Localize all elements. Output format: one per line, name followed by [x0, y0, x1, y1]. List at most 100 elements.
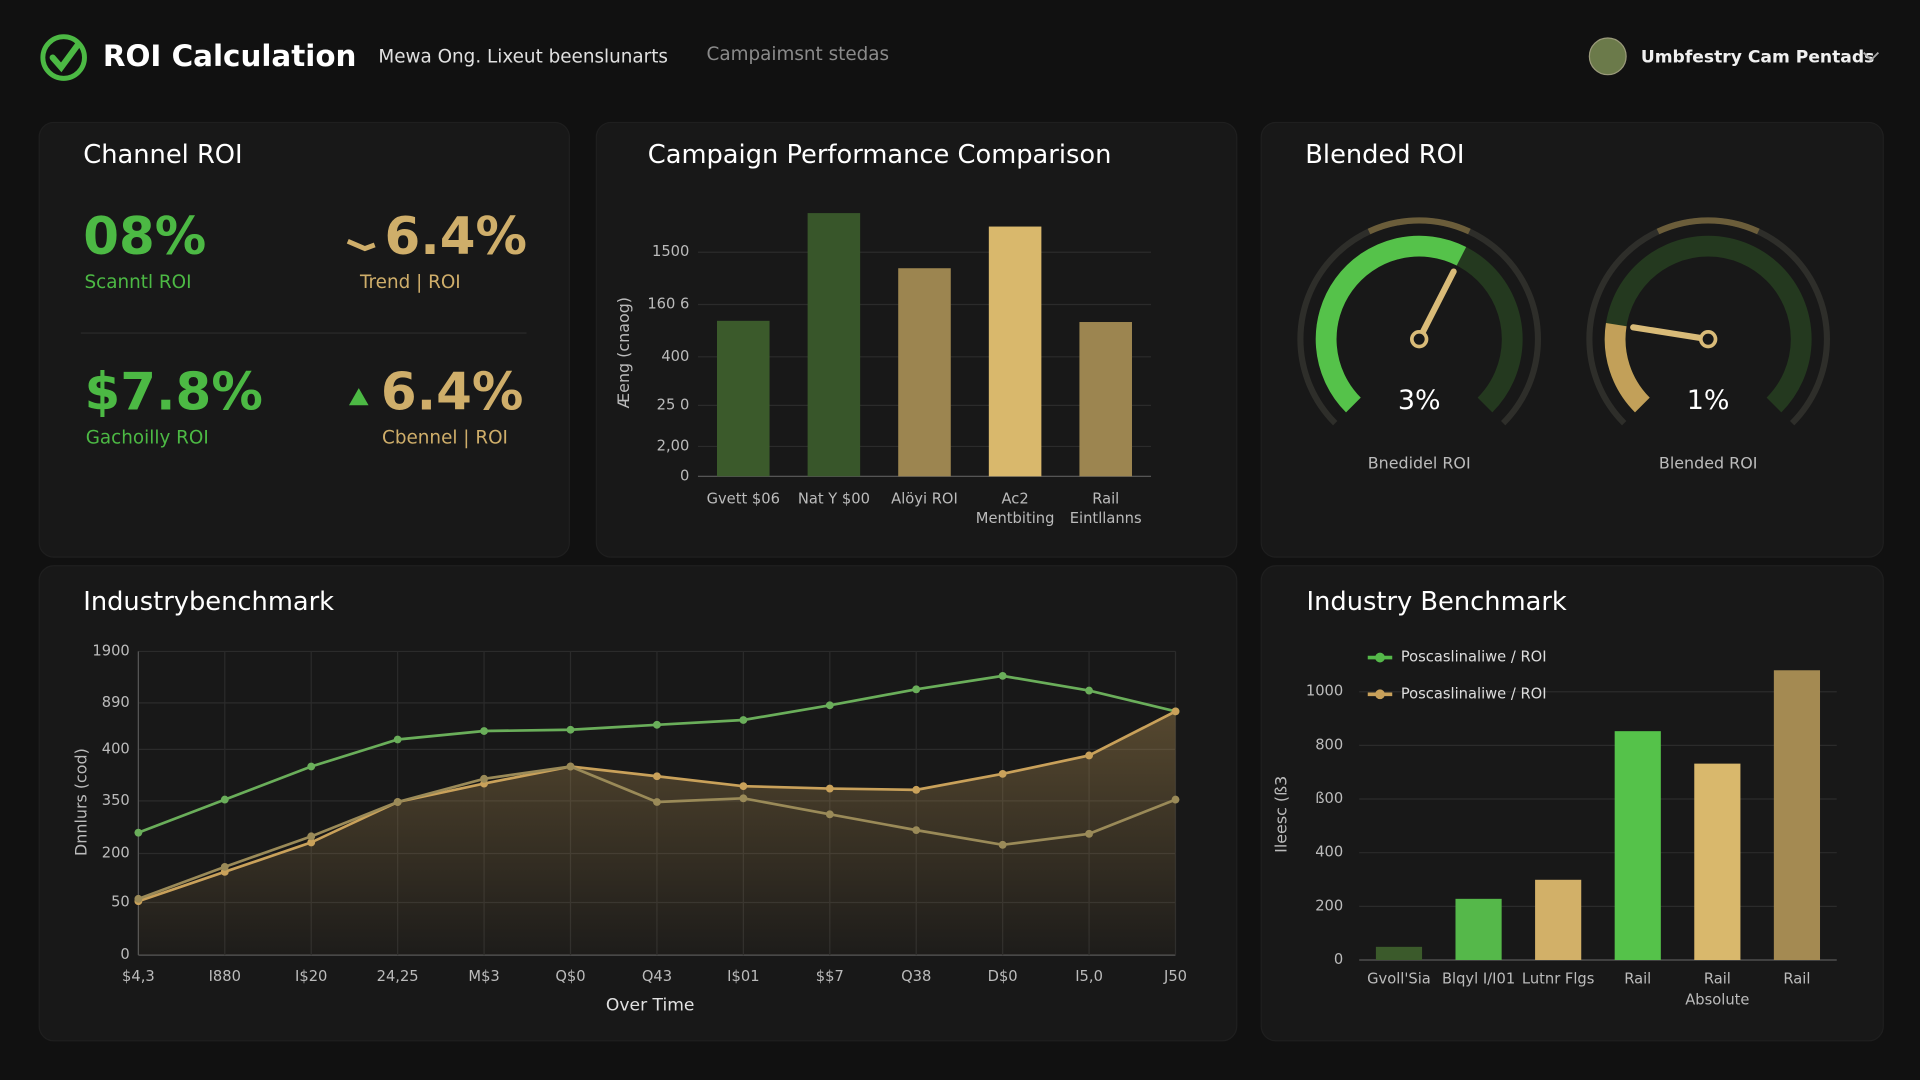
line-point: [566, 762, 575, 771]
card-title: Campaign Performance Comparison: [648, 140, 1112, 170]
card-title: Industry Benchmark: [1307, 587, 1567, 617]
line-point: [480, 727, 488, 735]
line-point: [566, 725, 575, 734]
kpi-label: Gachoilly ROI: [86, 427, 209, 448]
y-tick-label: 1000: [1306, 683, 1343, 700]
x-tick-label: Q43: [642, 968, 672, 985]
line-point: [739, 782, 748, 791]
bar: [1773, 670, 1821, 960]
gauge-needle: [1630, 324, 1712, 343]
y-axis-label: Dnnlurs (cod): [72, 748, 91, 856]
nav-link[interactable]: Campaimsnt stedas: [707, 44, 890, 65]
kpi-value: 08%: [83, 207, 206, 267]
x-tick-label: $4,3: [122, 968, 155, 985]
y-axis-label: Ileesc (ß3: [1272, 776, 1291, 853]
x-tick-label: Rail: [1704, 971, 1731, 988]
y-tick-label: 50: [111, 894, 130, 911]
x-tick-label: Q38: [901, 968, 931, 985]
gauge-hub: [1698, 330, 1718, 349]
kpi-label: Trend | ROI: [359, 272, 461, 293]
y-tick-label: 1900: [92, 642, 129, 659]
line-point: [739, 716, 748, 724]
legend-swatch: [1375, 689, 1385, 700]
channel-roi: Channel ROI 08% Scanntl ROI 6.4% Trend |…: [80, 140, 527, 448]
legend-swatch: [1375, 652, 1385, 663]
x-tick-label: Mentbiting: [976, 510, 1055, 527]
x-tick-label: I$20: [295, 968, 327, 985]
header: ROI Calculation Mewa Ong. Lixeut beenslu…: [40, 34, 1880, 81]
user-name[interactable]: Umbfestry Cam Pentads: [1641, 48, 1875, 68]
y-tick-label: 200: [1315, 897, 1343, 914]
x-tick-label: I5,0: [1075, 968, 1103, 985]
x-tick-label: Rail: [1092, 491, 1119, 508]
x-tick-label: 24,25: [377, 968, 419, 985]
y-tick-label: 1500: [652, 243, 689, 260]
gauge-value-label: 1%: [1687, 385, 1730, 416]
line-point: [912, 785, 921, 794]
x-tick-label: Eintllanns: [1070, 510, 1142, 527]
trend-arrow: [346, 238, 376, 252]
line-point: [220, 862, 229, 871]
line-point: [1085, 829, 1093, 838]
y-tick-label: 890: [102, 694, 130, 711]
trend-triangle: [348, 388, 369, 406]
gauge-value: [1604, 323, 1650, 413]
y-tick-label: 200: [102, 844, 130, 861]
kpi-value: 6.4%: [381, 363, 524, 423]
line-point: [653, 772, 661, 781]
y-tick-label: 0: [1334, 951, 1343, 968]
card-title: Industrybenchmark: [83, 587, 334, 617]
logo: [40, 34, 87, 81]
avatar[interactable]: [1588, 37, 1627, 76]
gauge-needle: [1416, 268, 1457, 343]
y-tick-label: 0: [120, 946, 129, 963]
gauge-hub: [1410, 330, 1429, 349]
logo-check: [49, 41, 82, 73]
y-tick-label: 160 6: [647, 296, 689, 313]
card-title: Channel ROI: [83, 140, 242, 170]
card: [38, 121, 570, 558]
line-point: [307, 838, 316, 847]
line-point: [1085, 686, 1093, 695]
line-point: [653, 720, 661, 729]
line-point: [653, 798, 661, 806]
kpi-value: $7.8%: [84, 363, 262, 423]
nav-link[interactable]: Mewa Ong. Lixeut beenslunarts: [378, 47, 668, 68]
gauge-label: Blended ROI: [1659, 454, 1757, 473]
kpi-label: Scanntl ROI: [84, 272, 191, 293]
y-tick-label: 0: [680, 467, 689, 484]
y-axis-label: Æeng (cnaog): [614, 297, 633, 408]
y-tick-label: 2,00: [657, 437, 690, 454]
y-tick-label: 350: [102, 792, 130, 809]
gauge-ring-accent: [1367, 217, 1471, 235]
line-point: [393, 798, 402, 806]
bar: [1614, 731, 1661, 960]
x-tick-label: Q$0: [555, 968, 585, 985]
app-title: ROI Calculation: [103, 39, 357, 73]
x-tick-label: Gvett $06: [707, 491, 780, 508]
x-tick-label: M$3: [468, 968, 499, 985]
line-point: [1085, 751, 1093, 760]
y-tick-label: 25 0: [657, 396, 690, 413]
bar: [1455, 898, 1502, 960]
bar: [898, 268, 951, 477]
user-menu-chevron[interactable]: [1863, 52, 1880, 62]
line-point: [393, 735, 402, 744]
x-tick-label: Gvoll'Sia: [1367, 971, 1431, 988]
line-point: [1171, 707, 1180, 716]
line-point: [998, 671, 1007, 680]
line-point: [220, 795, 229, 804]
line-point: [825, 701, 834, 710]
x-tick-label: I880: [209, 968, 241, 985]
bar: [988, 226, 1042, 477]
y-tick-label: 800: [1315, 736, 1343, 753]
x-tick-label: Nat Y $00: [798, 491, 870, 508]
line-point: [998, 840, 1007, 849]
gauge-ring-accent: [1656, 217, 1760, 235]
line-point: [825, 784, 834, 793]
gauge-value-label: 3%: [1398, 385, 1441, 416]
x-tick-label: Rail: [1624, 971, 1651, 988]
bar: [1375, 946, 1423, 960]
legend-label: Poscaslinaliwe / ROI: [1401, 649, 1547, 666]
line-point: [825, 810, 834, 819]
